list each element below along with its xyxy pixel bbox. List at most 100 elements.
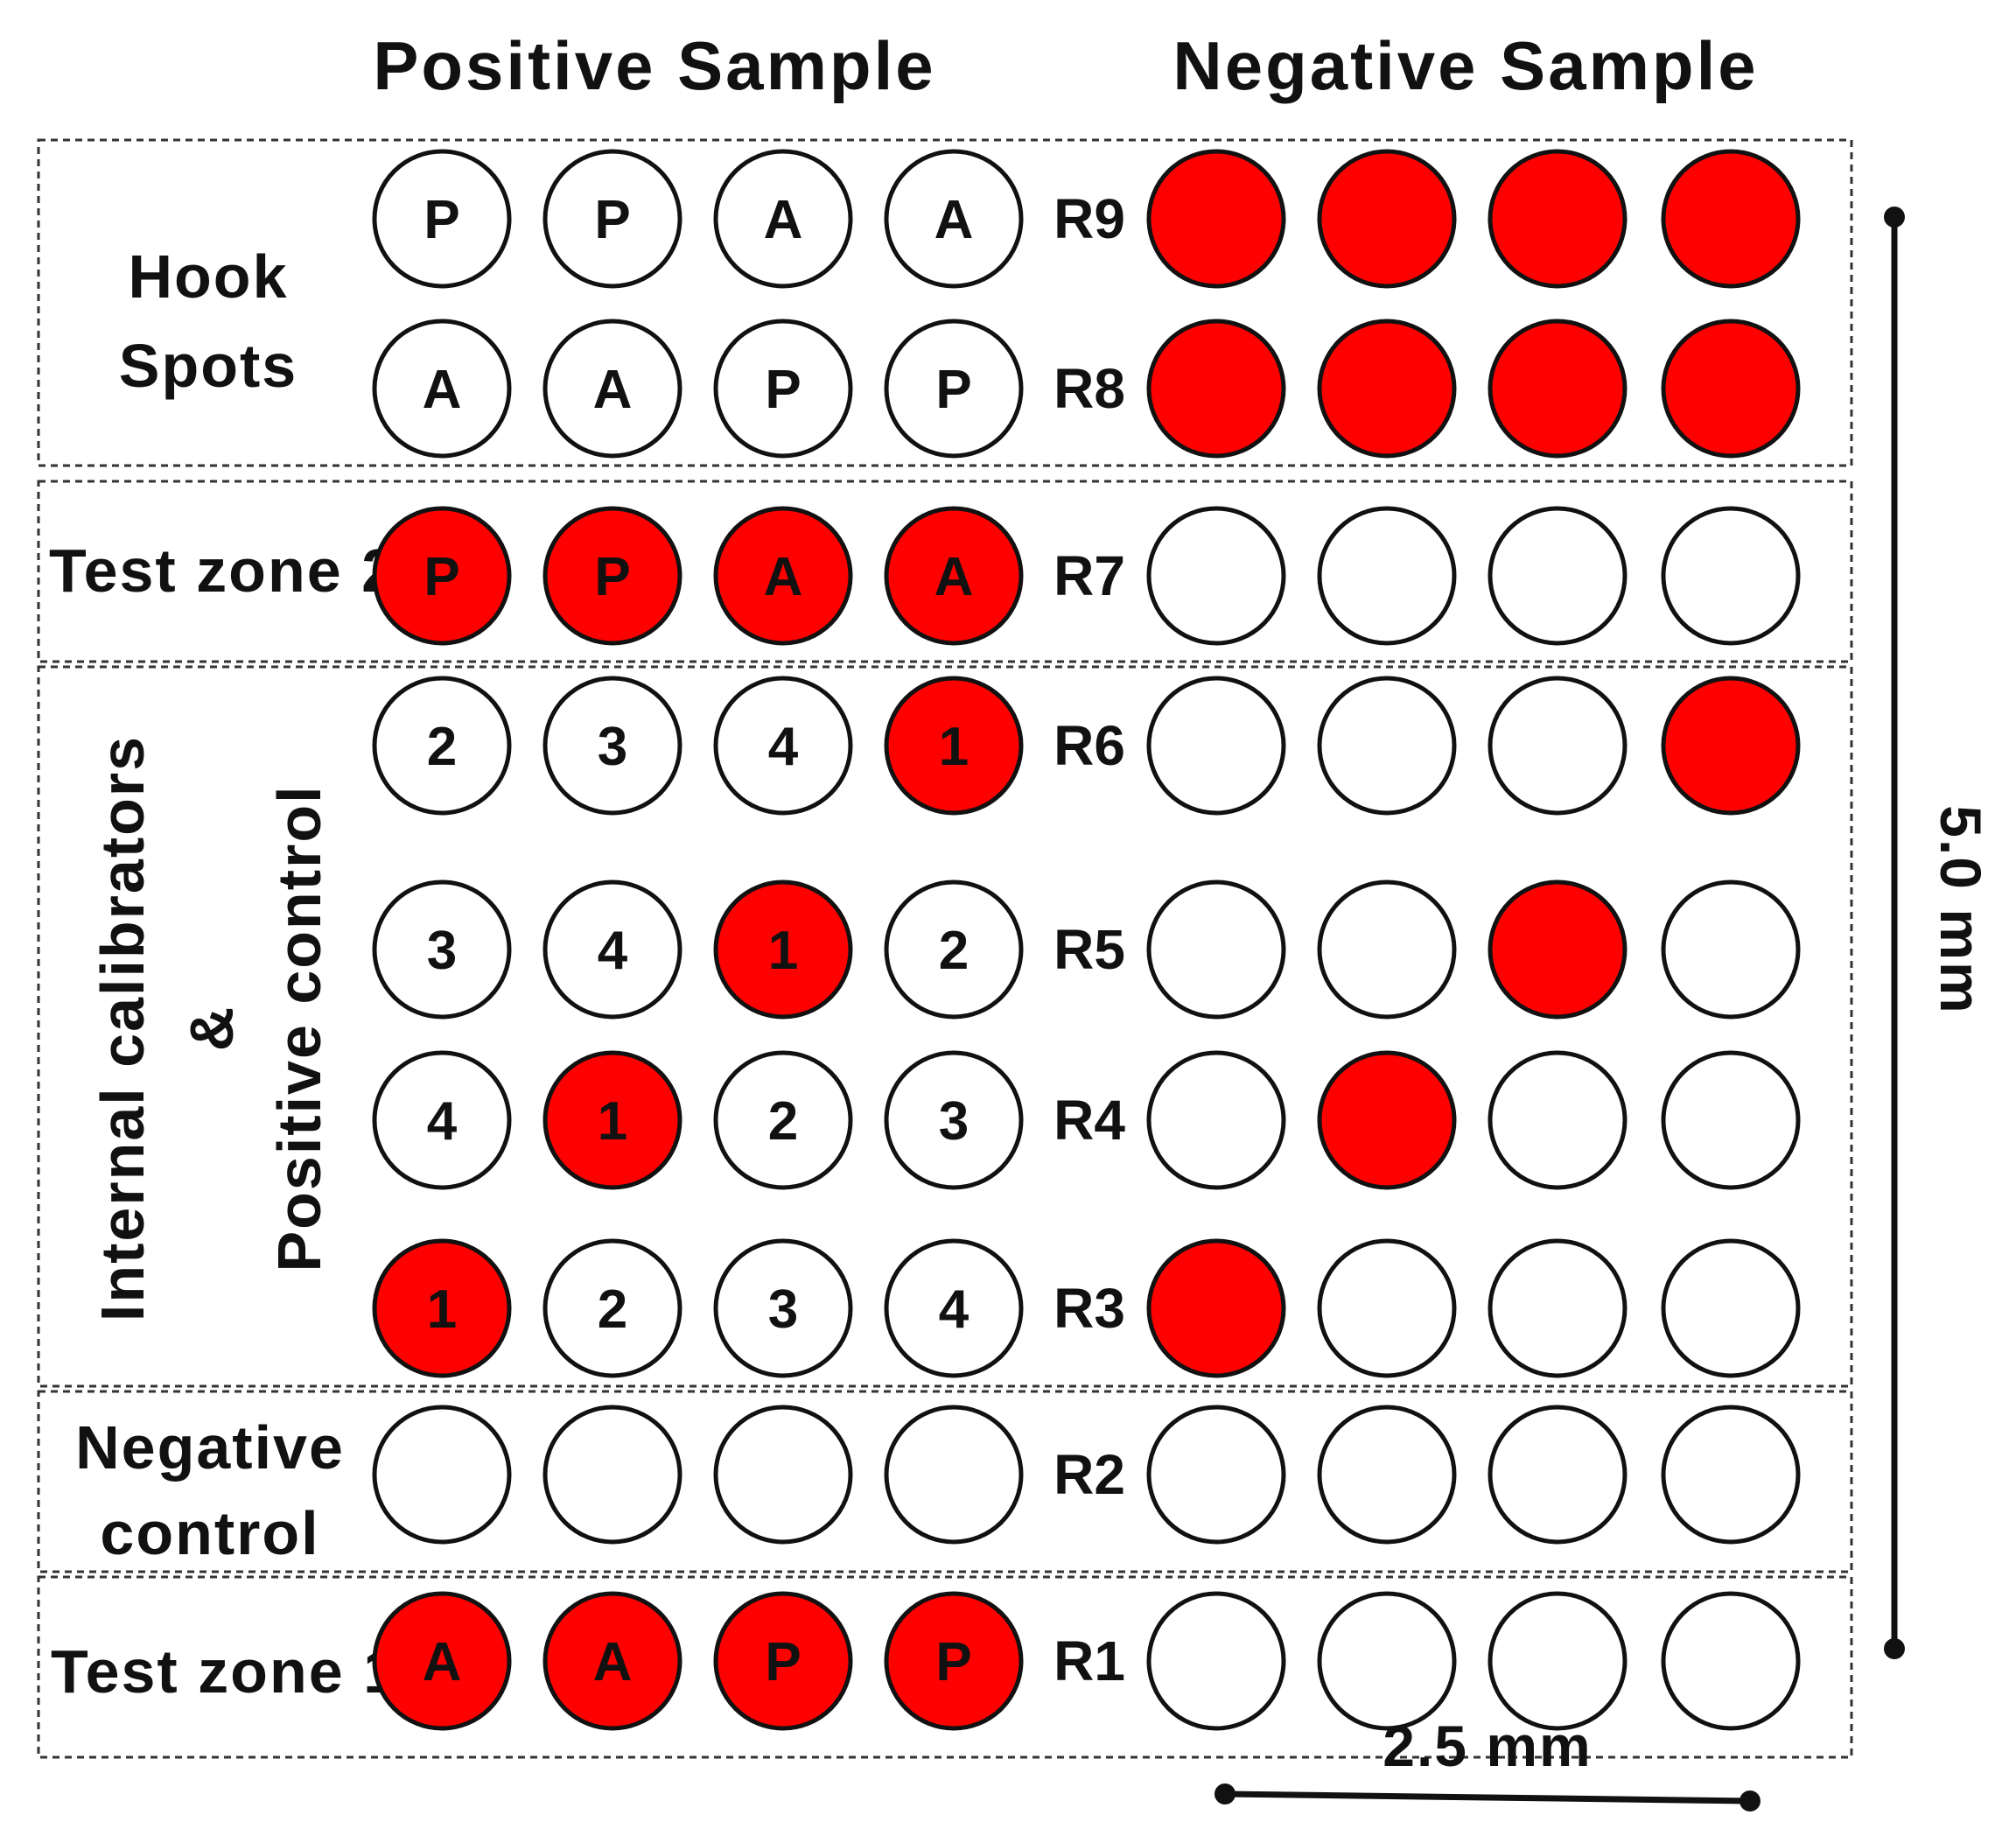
- positive-spot-label-r3-4: 4: [939, 1279, 970, 1340]
- horizontal-scale-bar: [1224, 1790, 1751, 1804]
- positive-spot-r1-4: [884, 1591, 1024, 1731]
- positive-spot-r2-3: [713, 1405, 853, 1545]
- positive-spot-label-r3-2: 2: [598, 1279, 627, 1340]
- negative-control-label-line1: Negative: [75, 1413, 345, 1482]
- negative-spot-r4-3: [1488, 1050, 1628, 1190]
- negative-spot-r4-1: [1146, 1050, 1286, 1190]
- positive-spot-r6-3: [713, 676, 853, 816]
- positive-spot-r3-3: [713, 1238, 853, 1378]
- positive-spot-r8-1: [372, 319, 512, 459]
- positive-spot-label-r1-3: P: [765, 1632, 801, 1692]
- horizontal-scale-label: 2.5 mm: [1382, 1713, 1592, 1778]
- positive-spot-label-r5-3: 1: [768, 921, 798, 981]
- negative-spot-r7-3: [1488, 506, 1628, 646]
- negative-control-zone: [37, 1390, 1853, 1573]
- negative-spot-r3-2: [1317, 1238, 1457, 1378]
- positive-spot-r5-3: [713, 879, 853, 1020]
- positive-spot-label-r3-3: 3: [768, 1279, 798, 1340]
- negative-control-label-line2: control: [100, 1499, 319, 1567]
- positive-spot-r7-4: [884, 506, 1024, 646]
- row-label-r5: R5: [1054, 918, 1125, 981]
- hook-spots-label-line1: Hook: [129, 242, 289, 311]
- positive-spot-label-r8-1: A: [423, 360, 462, 420]
- positive-spot-label-r8-4: P: [935, 360, 971, 420]
- negative-spot-r3-3: [1488, 1238, 1628, 1378]
- positive-spot-r9-3: [713, 149, 853, 289]
- negative-spot-r1-3: [1488, 1591, 1628, 1731]
- positive-spot-label-r3-1: 1: [427, 1279, 457, 1340]
- negative-spot-r7-1: [1146, 506, 1286, 646]
- negative-spot-r3-4: [1661, 1238, 1801, 1378]
- positive-spot-label-r6-3: 4: [768, 717, 799, 777]
- positive-spot-label-r6-1: 2: [427, 717, 457, 777]
- calibrators-label-line2: &: [178, 1006, 246, 1052]
- negative-spot-r4-4: [1661, 1050, 1801, 1190]
- positive-spot-r1-2: [542, 1591, 682, 1731]
- test-zone-1-box: [37, 1575, 1853, 1759]
- calibrators-zone: [37, 665, 1853, 1388]
- positive-spot-label-r9-4: A: [934, 190, 974, 250]
- positive-spot-label-r4-1: 4: [427, 1091, 458, 1152]
- negative-spot-r9-1: [1146, 149, 1286, 289]
- positive-spot-r2-1: [372, 1405, 512, 1545]
- negative-spot-r8-2: [1317, 319, 1457, 459]
- positive-spot-label-r4-3: 2: [768, 1091, 798, 1152]
- negative-spot-r1-4: [1661, 1591, 1801, 1731]
- row-label-r9: R9: [1054, 187, 1125, 250]
- negative-spot-r6-2: [1317, 676, 1457, 816]
- test-zone-2-box: [37, 480, 1853, 663]
- hook-spots-zone: [37, 138, 1853, 467]
- row-label-r6: R6: [1054, 714, 1125, 777]
- positive-spot-r8-3: [713, 319, 853, 459]
- negative-spot-r6-1: [1146, 676, 1286, 816]
- vertical-scale-bar-bottom-end: [1884, 1638, 1905, 1659]
- positive-spot-r8-2: [542, 319, 682, 459]
- positive-spot-label-r9-1: P: [424, 190, 459, 250]
- negative-spot-r8-1: [1146, 319, 1286, 459]
- negative-spot-r1-1: [1146, 1591, 1286, 1731]
- negative-spot-r7-2: [1317, 506, 1457, 646]
- positive-spot-label-r5-1: 3: [427, 921, 457, 981]
- negative-spot-r4-2: [1317, 1050, 1457, 1190]
- negative-spot-r5-4: [1661, 879, 1801, 1020]
- positive-spot-r9-1: [372, 149, 512, 289]
- negative-spot-r9-3: [1488, 149, 1628, 289]
- vertical-scale-label: 5.0 mm: [1928, 805, 1993, 1014]
- positive-spot-label-r8-2: A: [593, 360, 633, 420]
- negative-spot-r5-3: [1488, 879, 1628, 1020]
- positive-spot-r9-2: [542, 149, 682, 289]
- vertical-scale-bar-top-end: [1884, 207, 1905, 228]
- negative-spot-r7-4: [1661, 506, 1801, 646]
- positive-spot-r7-2: [542, 506, 682, 646]
- negative-sample-header: Negative Sample: [1172, 27, 1758, 104]
- positive-spot-label-r9-3: A: [764, 190, 803, 250]
- positive-spot-label-r6-4: 1: [939, 717, 969, 777]
- positive-spot-label-r1-4: P: [935, 1632, 971, 1692]
- positive-spot-r4-3: [713, 1050, 853, 1190]
- positive-spot-r3-1: [372, 1238, 512, 1378]
- positive-spot-label-r9-2: P: [594, 190, 630, 250]
- negative-spot-r2-1: [1146, 1405, 1286, 1545]
- row-label-r8: R8: [1054, 357, 1125, 420]
- positive-spot-r7-1: [372, 506, 512, 646]
- negative-spot-r9-4: [1661, 149, 1801, 289]
- row-label-r4: R4: [1054, 1089, 1125, 1152]
- positive-spot-r2-2: [542, 1405, 682, 1545]
- test-zone-1-label: Test zone 1: [51, 1637, 399, 1706]
- test-zone-2-label: Test zone 2: [49, 536, 397, 605]
- positive-spot-label-r6-2: 3: [598, 717, 627, 777]
- negative-spot-r2-3: [1488, 1405, 1628, 1545]
- positive-spot-r2-4: [884, 1405, 1024, 1545]
- spot-grid: R9 P P A A R8 A A P P R7 P P A A R6 2 3 4 1 R5 3 4 1 2 R4 4 1 2 3 R3 1 2…: [372, 149, 1801, 1731]
- negative-spot-r2-4: [1661, 1405, 1801, 1545]
- negative-spot-r5-2: [1317, 879, 1457, 1020]
- positive-spot-label-r7-3: A: [764, 547, 803, 607]
- positive-spot-label-r4-4: 3: [939, 1091, 969, 1152]
- positive-sample-header: Positive Sample: [373, 27, 935, 104]
- row-label-r3: R3: [1054, 1277, 1125, 1340]
- positive-spot-r7-3: [713, 506, 853, 646]
- horizontal-scale-bar-left-end: [1214, 1783, 1236, 1804]
- positive-spot-r6-2: [542, 676, 682, 816]
- negative-spot-r8-3: [1488, 319, 1628, 459]
- calibrators-label-line1: Internal calibrators: [88, 735, 157, 1321]
